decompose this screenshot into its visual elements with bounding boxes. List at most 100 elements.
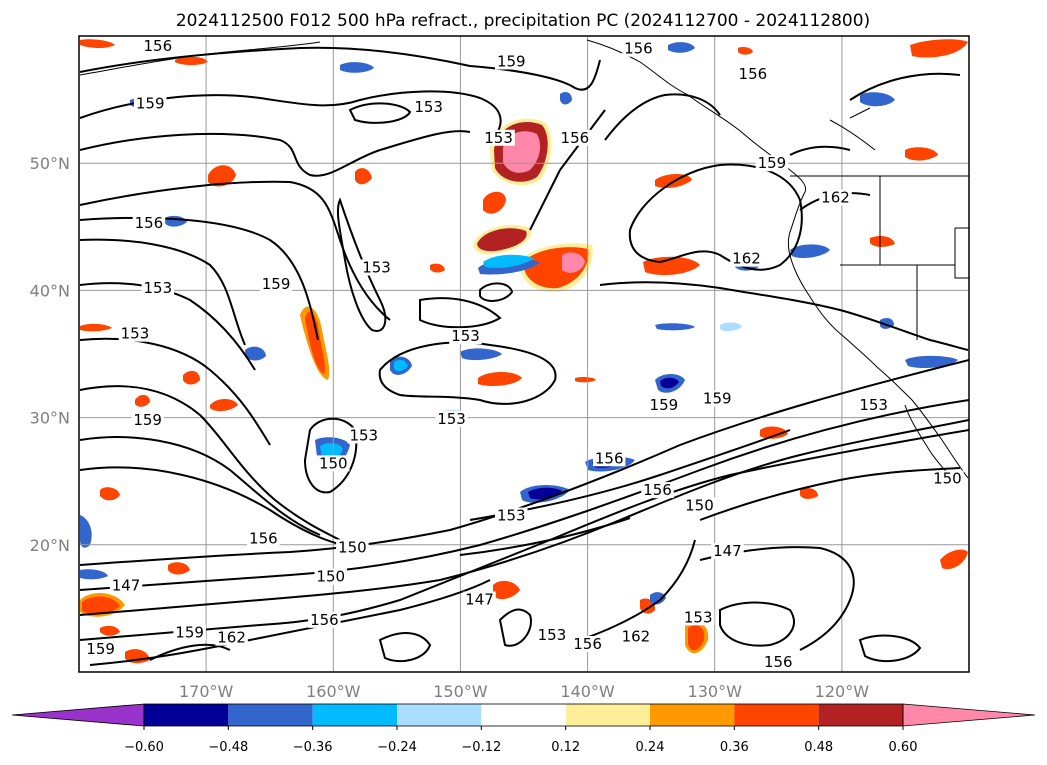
contour-label-background bbox=[347, 427, 381, 444]
contour-label: 153 bbox=[684, 608, 713, 626]
contour-label: 159 bbox=[175, 624, 204, 642]
contour-label-background bbox=[412, 99, 445, 116]
contour-label-background bbox=[683, 497, 716, 514]
contour-label-background bbox=[133, 95, 167, 112]
colorbar-tick-label: −0.60 bbox=[124, 740, 164, 755]
contour-label: 147 bbox=[465, 590, 494, 608]
contour-label-background bbox=[701, 390, 734, 407]
contour-label: 159 bbox=[133, 411, 162, 429]
colorbar-tick-label: 0.24 bbox=[636, 740, 665, 755]
contour-label: 153 bbox=[484, 129, 513, 147]
colorbar-tick-label: 0.48 bbox=[804, 740, 833, 755]
longitude-tick-label: 160°W bbox=[306, 682, 361, 701]
longitude-tick-label: 150°W bbox=[433, 682, 488, 701]
contour-label-background bbox=[931, 470, 964, 487]
contour-label: 153 bbox=[362, 259, 391, 277]
latitude-tick-label: 50°N bbox=[30, 154, 70, 173]
contour-label: 156 bbox=[573, 635, 602, 653]
contour-label: 159 bbox=[703, 390, 732, 408]
contour-label-background bbox=[641, 482, 674, 499]
contour-label-background bbox=[173, 624, 206, 641]
contour-label: 162 bbox=[732, 250, 761, 268]
contour-label-background bbox=[360, 259, 393, 276]
contour-label-background bbox=[755, 155, 789, 172]
contour-label: 156 bbox=[595, 449, 624, 467]
colorbar-extend-high bbox=[902, 703, 1036, 727]
contour-label-background bbox=[762, 653, 795, 670]
contour-label-background bbox=[109, 577, 143, 594]
contour-label: 156 bbox=[249, 529, 278, 547]
colorbar-tick-label: −0.12 bbox=[461, 740, 501, 755]
contour-label-background bbox=[141, 38, 175, 55]
colorbar-cell bbox=[144, 704, 229, 726]
contour-label-background bbox=[495, 507, 528, 524]
latitude-tick-labels: 20°N 30°N 40°N 50°N bbox=[30, 154, 70, 555]
coastlines bbox=[79, 39, 969, 483]
contour-label: 159 bbox=[136, 94, 165, 112]
colorbar-extend-low bbox=[11, 703, 145, 727]
contour-label: 156 bbox=[624, 40, 653, 58]
contour-label-background bbox=[131, 412, 164, 429]
longitude-tick-labels: 170°W 160°W 150°W 140°W 130°W 120°W bbox=[179, 682, 869, 701]
contour-label: 153 bbox=[349, 426, 378, 444]
colorbar-cell bbox=[228, 704, 313, 726]
contour-label-background bbox=[558, 129, 592, 146]
colorbar-tick-label: −0.36 bbox=[293, 740, 333, 755]
longitude-tick-label: 140°W bbox=[560, 682, 615, 701]
contour-label-background bbox=[857, 396, 890, 413]
contour-label: 150 bbox=[338, 538, 367, 556]
contour-label: 153 bbox=[414, 98, 443, 116]
contour-label: 153 bbox=[121, 325, 150, 343]
contour-label-background bbox=[84, 641, 117, 658]
contour-label-background bbox=[449, 328, 482, 345]
contour-label: 159 bbox=[262, 275, 291, 293]
colorbar-cell bbox=[818, 704, 903, 726]
latitude-tick-label: 30°N bbox=[30, 409, 70, 428]
contour-label: 150 bbox=[685, 496, 714, 514]
colorbar-tick-label: 0.36 bbox=[720, 740, 749, 755]
contour-label: 159 bbox=[758, 154, 787, 172]
contour-label: 159 bbox=[497, 52, 526, 70]
map-frame bbox=[78, 35, 970, 673]
contour-label-background bbox=[592, 450, 626, 467]
colorbar-tick-label: 0.60 bbox=[889, 740, 918, 755]
contour-label-background bbox=[259, 276, 293, 293]
map-title: 2024112500 F012 500 hPa refract., precip… bbox=[176, 11, 870, 31]
contour-label-background bbox=[132, 214, 166, 231]
contour-label: 156 bbox=[144, 37, 173, 55]
contour-label-background bbox=[314, 568, 347, 585]
colorbar-cell bbox=[565, 704, 650, 726]
contour-label: 162 bbox=[622, 627, 651, 645]
contour-label: 156 bbox=[561, 129, 590, 147]
longitude-tick-label: 170°W bbox=[179, 682, 234, 701]
contour-label-background bbox=[619, 628, 653, 645]
contour-label-background bbox=[681, 609, 715, 626]
contour-label-background bbox=[535, 627, 569, 644]
colorbar-frame bbox=[143, 703, 904, 727]
contour-label-background bbox=[730, 250, 763, 267]
contour-label: 156 bbox=[135, 214, 164, 232]
contour-label: 156 bbox=[643, 481, 672, 499]
contour-label: 147 bbox=[112, 577, 141, 595]
contour-label-background bbox=[711, 543, 744, 560]
contour-label: 156 bbox=[310, 611, 339, 629]
contour-label-background bbox=[141, 279, 175, 296]
colorbar-cell bbox=[481, 704, 566, 726]
contour-label: 153 bbox=[497, 507, 526, 525]
colorbar-tick-label: 0.12 bbox=[551, 740, 580, 755]
contour-label: 153 bbox=[437, 410, 466, 428]
contour-label-background bbox=[482, 129, 515, 146]
latitude-tick-label: 40°N bbox=[30, 281, 70, 300]
contour-label: 156 bbox=[764, 653, 793, 671]
contour-label-background bbox=[215, 629, 248, 646]
contour-label: 159 bbox=[86, 640, 115, 658]
contour-label-background bbox=[736, 66, 770, 83]
contour-label-background bbox=[336, 539, 369, 556]
contour-label-background bbox=[247, 530, 280, 547]
colorbar-cell bbox=[650, 704, 735, 726]
contour-label: 153 bbox=[859, 396, 888, 414]
contour-label-background bbox=[495, 53, 528, 70]
contour-labels: 156 159 153 159 153 156 156 156 159 162 162 156 153 1… bbox=[84, 37, 964, 671]
contour-label-background bbox=[435, 410, 468, 427]
